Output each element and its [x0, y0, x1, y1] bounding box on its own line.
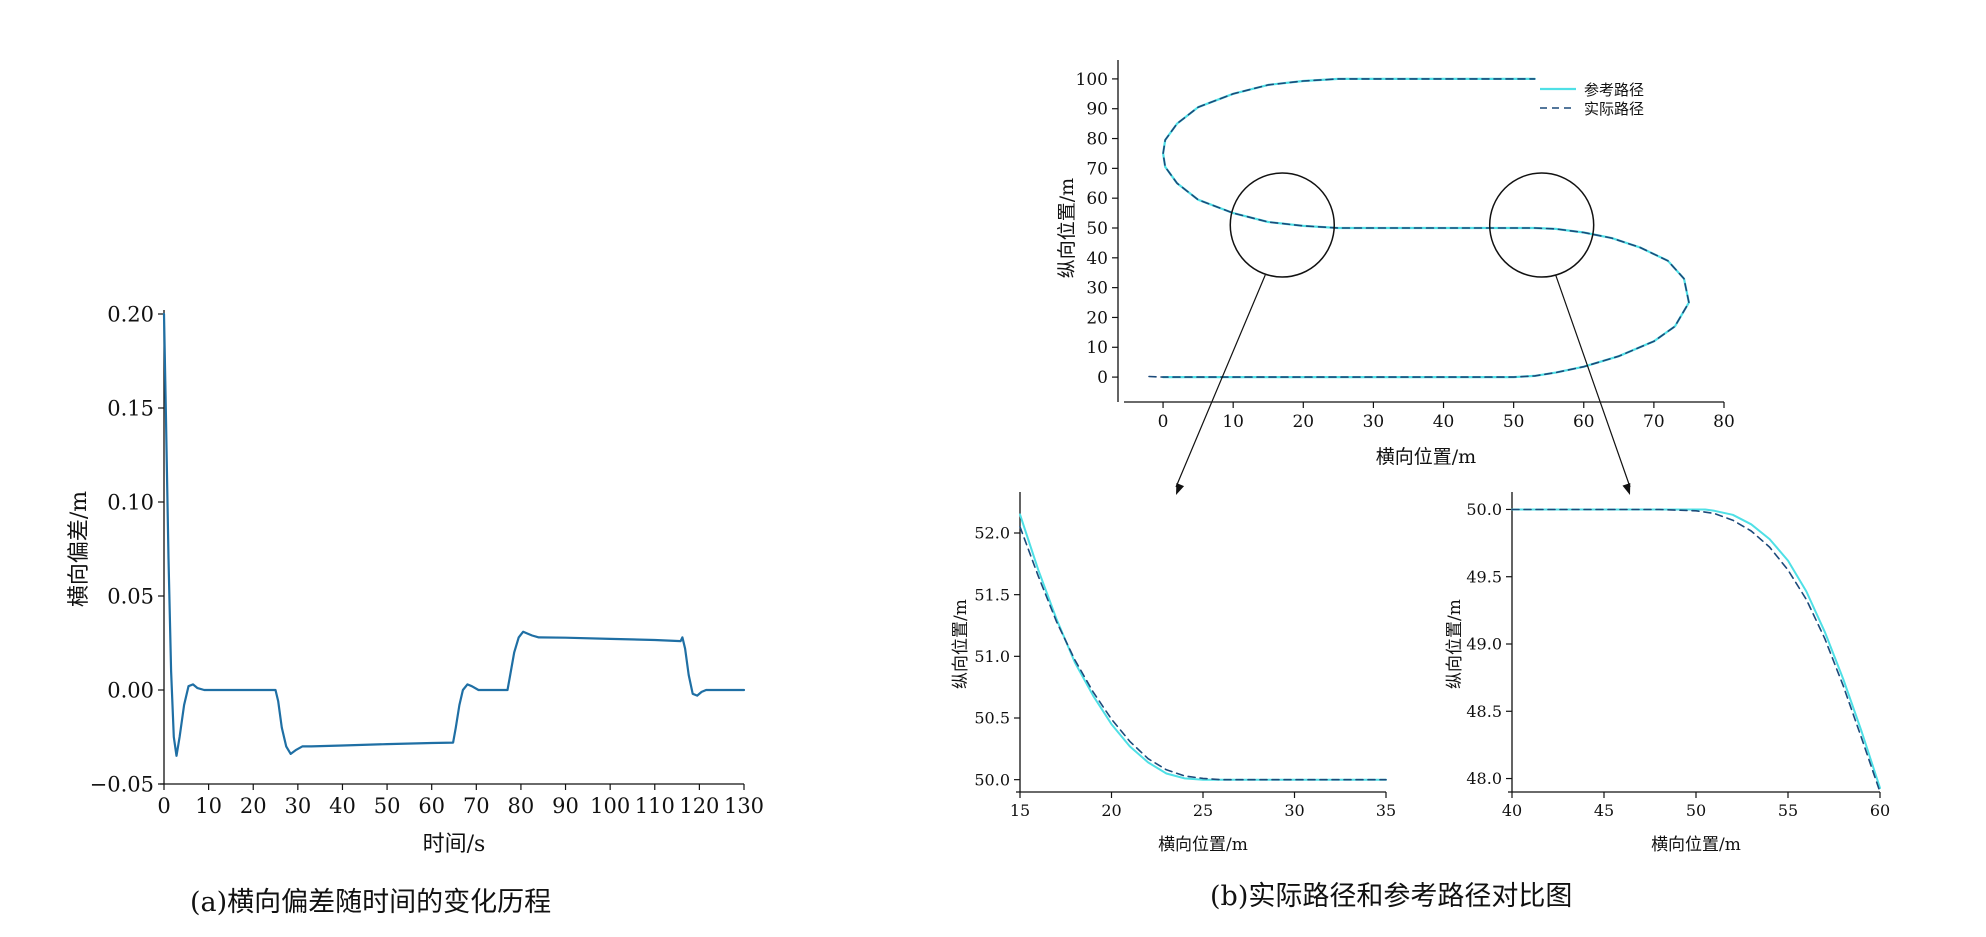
y-tick-label: 49.0	[1466, 635, 1502, 654]
y-tick-label: 60	[1086, 189, 1108, 209]
y-tick-label: 0.05	[107, 584, 154, 608]
x-tick-label: 20	[1292, 412, 1314, 432]
y-tick-label: 0	[1097, 368, 1108, 388]
x-tick-label: 60	[418, 794, 445, 818]
y-tick-label: 90	[1086, 100, 1108, 120]
chart-b-main: 0 10 20 30 40 50 60 70 80 0 10 20 30 40 50 60 70 80 90 100 横…	[1056, 60, 1735, 495]
y-tick-label: 100	[1076, 70, 1108, 90]
zoom-arrow-head	[1622, 483, 1631, 495]
y-tick-label: 80	[1086, 129, 1108, 149]
x-tick-label: 130	[724, 794, 764, 818]
zoom-arrow-head	[1176, 483, 1185, 495]
x-tick-label: 55	[1778, 801, 1798, 820]
x-tick-label: 100	[590, 794, 630, 818]
magnifier-circle	[1229, 172, 1336, 278]
x-tick-label: 0	[157, 794, 170, 818]
actual-path-line-b-zoom2	[1511, 508, 1881, 793]
x-tick-label: 30	[1284, 801, 1304, 820]
x-tick-label: 40	[329, 794, 356, 818]
y-axis-label: 纵向位置/m	[951, 599, 971, 689]
legend-label: 参考路径	[1584, 81, 1644, 99]
x-tick-label: 15	[1010, 801, 1030, 820]
actual-path-line-b-zoom1	[1019, 525, 1387, 781]
y-tick-label: 40	[1086, 249, 1108, 269]
y-tick-label: 51.5	[974, 585, 1010, 604]
y-tick-label: −0.05	[90, 772, 154, 796]
x-tick-label: 45	[1594, 801, 1614, 820]
x-tick-label: 0	[1158, 412, 1169, 432]
y-axis-label: 纵向位置/m	[1056, 178, 1078, 278]
y-tick-label: 48.5	[1466, 702, 1502, 721]
y-tick-label: 52.0	[974, 524, 1010, 543]
chart-a: 0 10 20 30 40 50 60 70 80 90 100 110 120 130 −0.05 0.00…	[67, 302, 764, 857]
chart-b-zoom2: 40 45 50 55 60 48.0 48.5 49.0 49.5 50.0 横向位置/m 纵向位置…	[1445, 492, 1890, 855]
y-tick-label: 51.0	[974, 647, 1010, 666]
y-tick-label: 49.5	[1466, 567, 1502, 586]
reference-path-line-b-zoom1	[1019, 513, 1387, 781]
x-axis-label: 横向位置/m	[1376, 446, 1476, 468]
y-axis-label: 横向偏差/m	[67, 491, 92, 607]
zoom-arrow-line	[1175, 274, 1266, 488]
x-tick-label: 20	[1101, 801, 1121, 820]
x-tick-label: 10	[1222, 412, 1244, 432]
magnifier-circle	[1488, 172, 1595, 278]
x-tick-label: 80	[1713, 412, 1735, 432]
y-axis-label: 纵向位置/m	[1445, 599, 1465, 689]
y-tick-label: 0.15	[107, 396, 154, 420]
x-tick-label: 40	[1502, 801, 1522, 820]
y-tick-label: 0.00	[107, 678, 154, 702]
x-tick-label: 120	[679, 794, 719, 818]
x-tick-label: 30	[284, 794, 311, 818]
caption-a: (a)横向偏差随时间的变化历程	[190, 887, 552, 918]
lateral-deviation-line-a	[162, 312, 746, 757]
x-tick-label: 110	[635, 794, 675, 818]
y-tick-label: 0.10	[107, 490, 154, 514]
y-tick-label: 10	[1086, 338, 1108, 358]
y-tick-label: 70	[1086, 159, 1108, 179]
y-tick-label: 30	[1086, 279, 1108, 299]
x-tick-label: 60	[1573, 412, 1595, 432]
zoom-arrow-line	[1555, 274, 1631, 488]
x-tick-label: 10	[195, 794, 222, 818]
y-tick-label: 0.20	[107, 302, 154, 326]
x-axis-label: 横向位置/m	[1158, 835, 1248, 855]
caption-b: (b)实际路径和参考路径对比图	[1210, 881, 1573, 912]
y-tick-label: 50	[1086, 219, 1108, 239]
y-tick-label: 50.0	[1466, 500, 1502, 519]
x-tick-label: 25	[1193, 801, 1213, 820]
y-tick-label: 50.0	[974, 770, 1010, 789]
y-tick-label: 20	[1086, 308, 1108, 328]
x-axis-label: 横向位置/m	[1651, 835, 1741, 855]
legend-label: 实际路径	[1584, 100, 1644, 118]
x-tick-label: 90	[552, 794, 579, 818]
x-tick-label: 60	[1870, 801, 1890, 820]
x-tick-label: 40	[1433, 412, 1455, 432]
x-tick-label: 50	[1503, 412, 1525, 432]
x-tick-label: 50	[1686, 801, 1706, 820]
x-tick-label: 70	[463, 794, 490, 818]
y-tick-label: 48.0	[1466, 769, 1502, 788]
x-tick-label: 50	[374, 794, 401, 818]
reference-path-line-b-zoom2	[1511, 508, 1881, 789]
x-tick-label: 30	[1363, 412, 1385, 432]
chart-b-zoom1: 15 20 25 30 35 50.0 50.5 51.0 51.5 52.0 横向位置/m 纵向位置…	[951, 492, 1396, 855]
actual-path-line-b-main	[1148, 78, 1690, 378]
x-tick-label: 20	[240, 794, 267, 818]
x-axis-label: 时间/s	[423, 832, 486, 857]
y-tick-label: 50.5	[974, 709, 1010, 728]
x-tick-label: 70	[1643, 412, 1665, 432]
x-tick-label: 80	[508, 794, 535, 818]
x-tick-label: 35	[1376, 801, 1396, 820]
